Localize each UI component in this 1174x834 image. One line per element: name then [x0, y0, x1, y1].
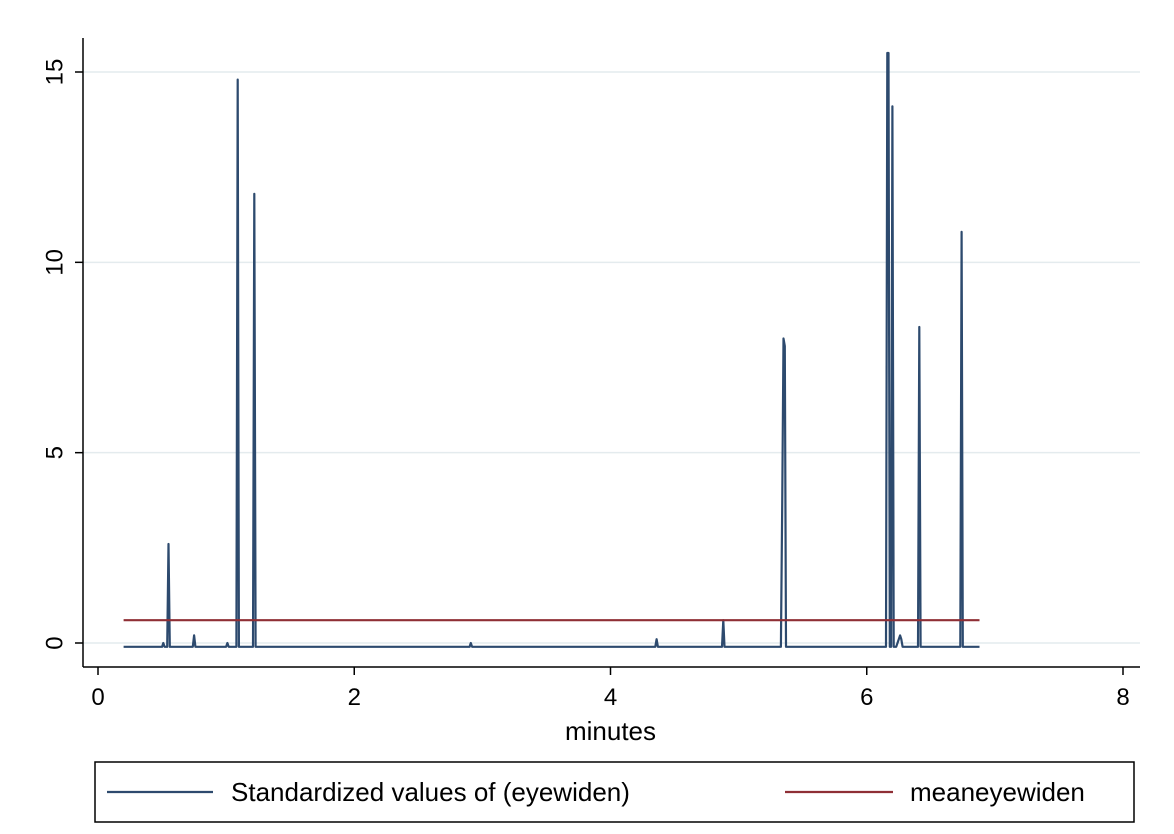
- x-tick-label-6: 6: [860, 684, 873, 711]
- y-tick-label-5: 5: [42, 446, 69, 459]
- legend-label-1: meaneyewiden: [910, 777, 1085, 807]
- legend: Standardized values of (eyewiden) meaneye…: [94, 761, 1135, 823]
- gridlines: [83, 71, 1140, 644]
- axes: [75, 38, 1140, 675]
- legend-box: [94, 761, 1135, 823]
- x-tick-label-8: 8: [1116, 684, 1129, 711]
- x-axis-title: minutes: [565, 716, 656, 746]
- series-layer: [123, 51, 980, 648]
- series-line-standardized-eyewiden: [123, 51, 980, 648]
- legend-label-0: Standardized values of (eyewiden): [231, 777, 630, 807]
- y-tick-label-15: 15: [42, 59, 69, 86]
- y-tick-label-0: 0: [42, 636, 69, 649]
- tick-labels: 0 5 10 15 0 2 4 6 8: [42, 59, 1130, 711]
- y-tick-label-10: 10: [42, 249, 69, 276]
- x-tick-label-4: 4: [604, 684, 617, 711]
- x-tick-label-0: 0: [91, 684, 104, 711]
- x-tick-label-2: 2: [348, 684, 361, 711]
